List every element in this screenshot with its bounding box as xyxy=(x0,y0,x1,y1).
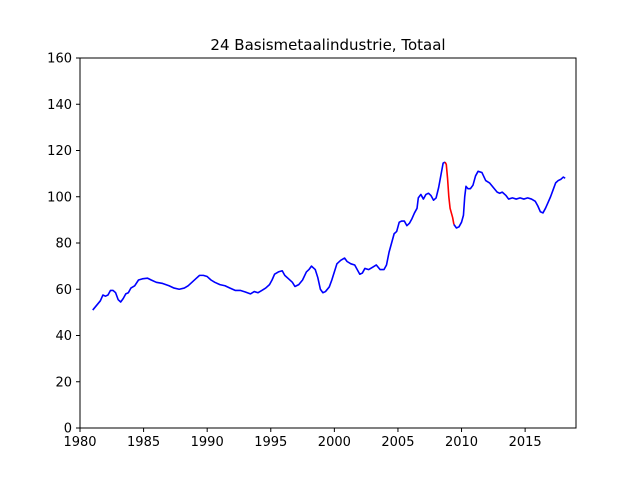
series-line-2 xyxy=(444,161,455,225)
x-axis: 1980 1985 1990 1995 2000 2005 2010 2015 xyxy=(63,428,542,450)
x-tick-label: 2015 xyxy=(509,435,542,450)
y-tick-label: 120 xyxy=(47,144,72,159)
y-tick-label: 140 xyxy=(47,98,72,113)
y-tick-label: 20 xyxy=(55,375,72,390)
x-tick-label: 1995 xyxy=(254,435,287,450)
x-tick-label: 2000 xyxy=(318,435,351,450)
x-tick-label: 2005 xyxy=(381,435,414,450)
x-tick-label: 1990 xyxy=(191,435,224,450)
y-tick-label: 0 xyxy=(64,422,72,437)
chart-title: 24 Basismetaalindustrie, Totaal xyxy=(210,36,445,54)
x-tick-label: 1985 xyxy=(127,435,160,450)
y-tick-label: 160 xyxy=(47,52,72,67)
y-tick-label: 80 xyxy=(55,237,72,252)
y-tick-label: 100 xyxy=(47,190,72,205)
plot-frame xyxy=(79,57,577,429)
series-line-1 xyxy=(92,161,446,311)
x-tick-label: 2010 xyxy=(445,435,478,450)
y-tick-label: 60 xyxy=(55,283,72,298)
series-line-3 xyxy=(453,170,566,229)
y-axis: 0 20 40 60 80 100 120 140 160 xyxy=(47,52,80,437)
y-tick-label: 40 xyxy=(55,329,72,344)
x-tick-label: 1980 xyxy=(63,435,96,450)
series-layer xyxy=(92,161,566,311)
